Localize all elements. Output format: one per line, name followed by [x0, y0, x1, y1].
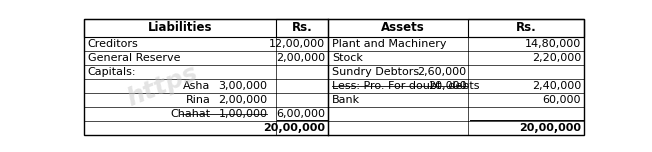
Text: 2,00,000: 2,00,000	[276, 53, 325, 63]
Text: 2,60,000: 2,60,000	[417, 67, 467, 77]
Text: 6,00,000: 6,00,000	[276, 109, 325, 119]
Text: General Reserve: General Reserve	[87, 53, 180, 63]
Text: https: https	[123, 61, 201, 111]
Text: 2,00,000: 2,00,000	[218, 95, 267, 105]
Text: Plant and Machinery: Plant and Machinery	[332, 39, 447, 49]
Text: Rs.: Rs.	[291, 21, 312, 34]
Text: Liabilities: Liabilities	[148, 21, 213, 34]
Text: 20,000: 20,000	[428, 81, 467, 91]
Text: 2,40,000: 2,40,000	[532, 81, 581, 91]
Bar	[468, 19, 584, 37]
Text: 14,80,000: 14,80,000	[525, 39, 581, 49]
Text: 20,00,000: 20,00,000	[263, 123, 325, 133]
Text: 2,20,000: 2,20,000	[532, 53, 581, 63]
Text: Sundry Debtors: Sundry Debtors	[332, 67, 419, 77]
Text: Bank: Bank	[332, 95, 361, 105]
Text: Assets: Assets	[381, 21, 425, 34]
Text: Creditors: Creditors	[87, 39, 138, 49]
Text: 1,00,000: 1,00,000	[218, 109, 267, 119]
Text: Chahat: Chahat	[170, 109, 211, 119]
Text: Capitals:: Capitals:	[87, 67, 136, 77]
Text: Asha: Asha	[183, 81, 211, 91]
Bar	[276, 19, 328, 37]
Bar	[84, 19, 584, 37]
Text: 3,00,000: 3,00,000	[218, 81, 267, 91]
Text: Rs.: Rs.	[516, 21, 537, 34]
Text: 20,00,000: 20,00,000	[519, 123, 581, 133]
Text: Less: Pro. For doubt. debts: Less: Pro. For doubt. debts	[332, 81, 480, 91]
Text: 12,00,000: 12,00,000	[269, 39, 325, 49]
Text: 60,000: 60,000	[542, 95, 581, 105]
Text: Stock: Stock	[332, 53, 363, 63]
Text: Rina: Rina	[185, 95, 211, 105]
